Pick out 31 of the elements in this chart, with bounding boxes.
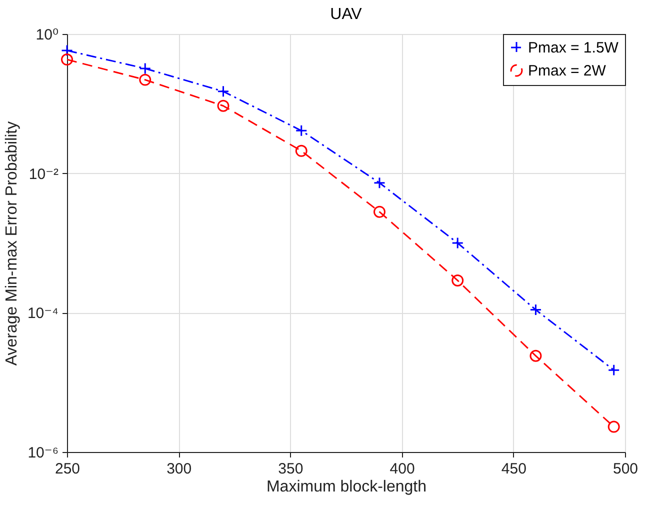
point (139, 74, 152, 86)
legend-label: Pmax = 2W (528, 62, 607, 80)
x-axis-title: Maximum block-length (266, 478, 427, 496)
legend-label: Pmax = 1.5W (528, 40, 620, 56)
y-tick-label: 10⁻⁶ (28, 444, 58, 462)
x-tick-label: 500 (612, 460, 638, 478)
point (295, 144, 308, 157)
point (608, 420, 620, 433)
x-tick-label: 350 (278, 460, 304, 478)
y-tick-label: 10⁰ (36, 26, 58, 44)
y-tick-label: 10⁻² (28, 166, 58, 183)
point (217, 85, 230, 98)
point (61, 44, 73, 56)
chart-title: UAV (330, 6, 362, 23)
point (452, 237, 464, 249)
point (530, 304, 542, 316)
x-tick-label: 300 (166, 460, 192, 478)
point (217, 100, 230, 112)
point (452, 274, 464, 286)
y-axis-title: Average Min-max Error Probability (3, 121, 20, 366)
point (373, 176, 386, 189)
x-tick-label: 250 (54, 460, 80, 478)
point (608, 364, 620, 376)
x-tick-label: 450 (501, 460, 526, 478)
point (139, 62, 152, 74)
y-tick-label: 10⁻⁴ (27, 305, 58, 322)
point (61, 54, 73, 66)
point (373, 206, 386, 218)
x-tick-label: 400 (390, 460, 415, 478)
point (295, 124, 308, 137)
point (530, 350, 542, 362)
